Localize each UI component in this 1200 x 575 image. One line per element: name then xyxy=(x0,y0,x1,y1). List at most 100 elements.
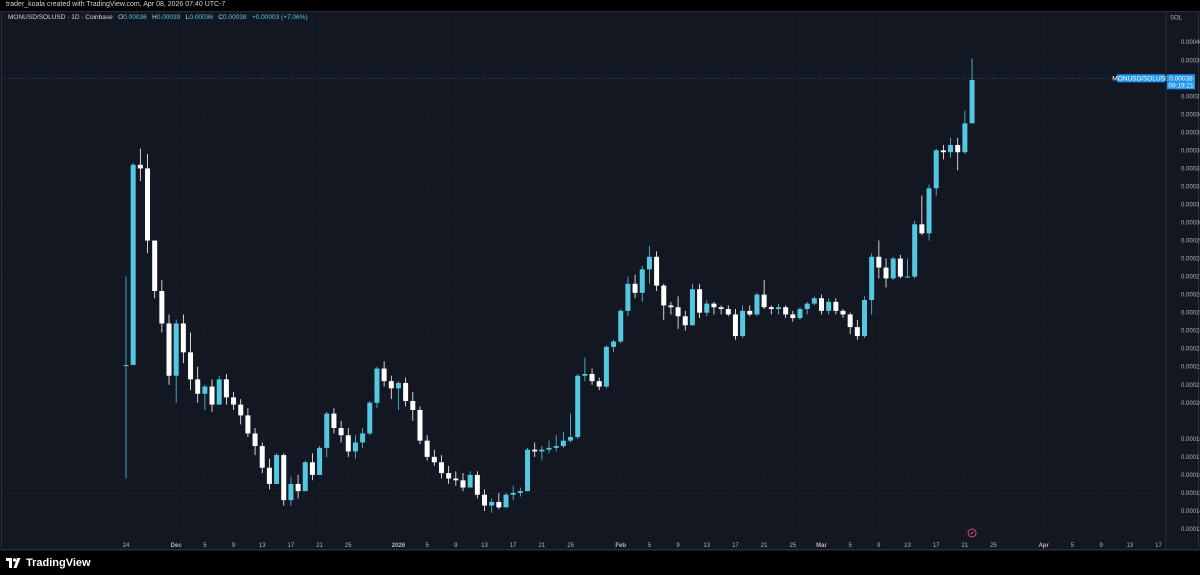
price-tick-label: 0.00033 xyxy=(1181,166,1200,172)
candle-body xyxy=(553,446,559,448)
time-tick-label: 5 xyxy=(648,543,652,549)
time-tick-label: 25 xyxy=(345,543,352,549)
time-tick-label: 24 xyxy=(123,543,130,549)
tradingview-logo-icon xyxy=(6,558,21,568)
tradingview-logo[interactable]: TradingView xyxy=(6,556,91,570)
attribution-bar: trader_koala created with TradingView.co… xyxy=(0,0,1200,11)
high-value: 0.00039 xyxy=(156,14,181,21)
candle-body xyxy=(137,164,143,169)
candle-body xyxy=(833,301,839,311)
time-tick-label: 13 xyxy=(259,543,266,549)
symbol-legend: MONUSD/SOLUSD · 1D · Coinbase O0.00036 H… xyxy=(8,14,308,21)
symbol-price-tag xyxy=(1117,74,1165,83)
price-tick-label: 0.00034 xyxy=(1181,148,1200,154)
candle-body xyxy=(374,368,380,403)
candle-body xyxy=(367,402,373,434)
candle-body xyxy=(768,307,774,310)
open-value: 0.00036 xyxy=(123,14,147,21)
candle-body xyxy=(166,323,172,376)
time-axis[interactable]: 24 Dec 5 9 13 17 21 25 2026 5 9 13 17 21 25 Feb 5 9 13 17 21… xyxy=(123,543,1163,549)
time-tick-label: 5 xyxy=(1071,543,1075,549)
low-value: 0.00036 xyxy=(189,14,213,21)
price-tick-label: 0.00037 xyxy=(1181,94,1200,100)
candle-body xyxy=(568,437,574,441)
candle-body xyxy=(417,410,423,441)
open-label: O xyxy=(118,14,124,21)
candle-body xyxy=(632,283,638,293)
time-tick-label: 5 xyxy=(848,543,852,549)
candle-body xyxy=(675,307,681,317)
time-tick-label: 25 xyxy=(567,543,574,549)
candle-body xyxy=(955,144,961,153)
candle-body xyxy=(403,382,409,401)
tradingview-logo-text: TradingView xyxy=(26,557,91,569)
candle-body xyxy=(575,375,581,438)
time-tick-label: 21 xyxy=(539,543,546,549)
chart-frame xyxy=(1,11,1199,550)
candle-body xyxy=(281,455,287,501)
candle-body xyxy=(689,289,695,326)
event-marker-icon[interactable] xyxy=(967,528,977,538)
price-tick-label: 0.00031 xyxy=(1181,202,1200,208)
candle-body xyxy=(862,300,868,337)
candle-body xyxy=(324,413,330,448)
price-tick-label: 0.00025 xyxy=(1181,311,1200,317)
candle-body xyxy=(532,449,538,452)
candle-body xyxy=(790,314,796,319)
candle-body xyxy=(252,433,258,447)
candle-body xyxy=(331,413,337,429)
symbol-name: MONUSD/SOLUSD · 1D · Coinbase xyxy=(8,14,113,21)
candle-body xyxy=(517,491,523,493)
candle-body xyxy=(582,373,588,376)
time-tick-label: 17 xyxy=(933,543,940,549)
candle-body xyxy=(130,164,136,365)
candle-body xyxy=(231,397,237,405)
time-tick-label: 17 xyxy=(1155,543,1162,549)
candle-body xyxy=(625,283,631,311)
candle-body xyxy=(854,327,860,337)
candle-body xyxy=(345,435,351,452)
price-tick-label: 0.00022 xyxy=(1181,365,1200,371)
candle-body xyxy=(410,400,416,410)
price-tick-label: 0.00018 xyxy=(1181,437,1200,443)
candle-body xyxy=(912,224,918,277)
candle-body xyxy=(259,446,265,468)
candle-body xyxy=(618,310,624,342)
candle-body xyxy=(188,352,194,380)
time-tick-label: 21 xyxy=(962,543,969,549)
candle-body xyxy=(797,309,803,319)
candle-body xyxy=(195,379,201,394)
price-tick-label: 0.00021 xyxy=(1181,383,1200,389)
candle-body xyxy=(969,80,975,124)
candle-body xyxy=(818,298,824,311)
candle-body xyxy=(826,301,832,311)
candle-body xyxy=(747,310,753,315)
candle-body xyxy=(948,144,954,153)
candle-body xyxy=(238,404,244,416)
price-tick-label: 0.00029 xyxy=(1181,239,1200,245)
price-tick-label: 0.00014 xyxy=(1181,509,1200,515)
candle-body xyxy=(209,386,215,405)
time-tick-label: 9 xyxy=(454,543,458,549)
candle-body xyxy=(754,294,760,315)
candle-body xyxy=(897,258,903,277)
candle-body xyxy=(503,494,509,508)
candle-body xyxy=(697,289,703,313)
candle-body xyxy=(940,150,946,153)
candle-body xyxy=(223,379,229,398)
price-tick-label: 0.00026 xyxy=(1181,293,1200,299)
current-price-tag[interactable] xyxy=(1167,74,1195,90)
candle-body xyxy=(388,381,394,389)
time-tick-label: Dec xyxy=(171,543,183,549)
low-label: L xyxy=(185,14,190,21)
candle-body xyxy=(890,258,896,279)
time-tick-label: 17 xyxy=(732,543,739,549)
candle-body xyxy=(661,285,667,306)
candle-body xyxy=(876,256,882,268)
candle-body xyxy=(460,480,466,488)
time-tick-label: 21 xyxy=(761,543,768,549)
candle-body xyxy=(718,307,724,310)
